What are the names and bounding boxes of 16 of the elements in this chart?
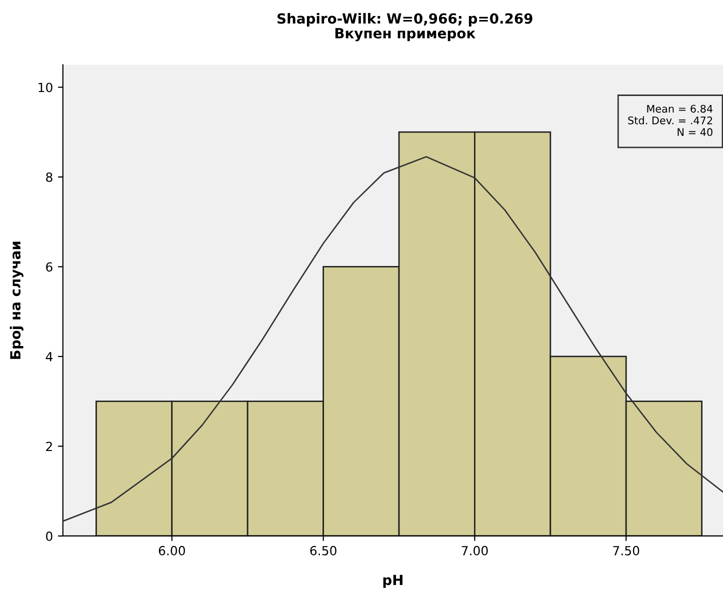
- y-axis-title: Број на случаи: [10, 242, 24, 359]
- y-tick-label: 8: [46, 172, 52, 182]
- x-tick-label: 7.50: [613, 546, 640, 556]
- chart-subtitle: Вкупен примерок: [335, 28, 476, 42]
- y-tick-label: 4: [46, 352, 52, 362]
- x-tick-label: 6.00: [158, 546, 185, 556]
- x-axis-title: pH: [383, 574, 402, 588]
- x-tick-label: 7.00: [462, 546, 488, 556]
- y-tick-label: 2: [46, 442, 52, 451]
- y-tick-label: 0: [46, 531, 52, 541]
- y-tick-label: 6: [46, 262, 52, 272]
- x-tick-label: 6.50: [310, 546, 336, 556]
- line-series: [62, 156, 723, 522]
- y-tick-label: 10: [38, 82, 52, 92]
- chart-title: Shapiro-Wilk: W=0,966; p=0.269: [278, 13, 532, 26]
- annotation: Mean = 6.84 Std. Dev. = .472 N = 40: [628, 104, 713, 136]
